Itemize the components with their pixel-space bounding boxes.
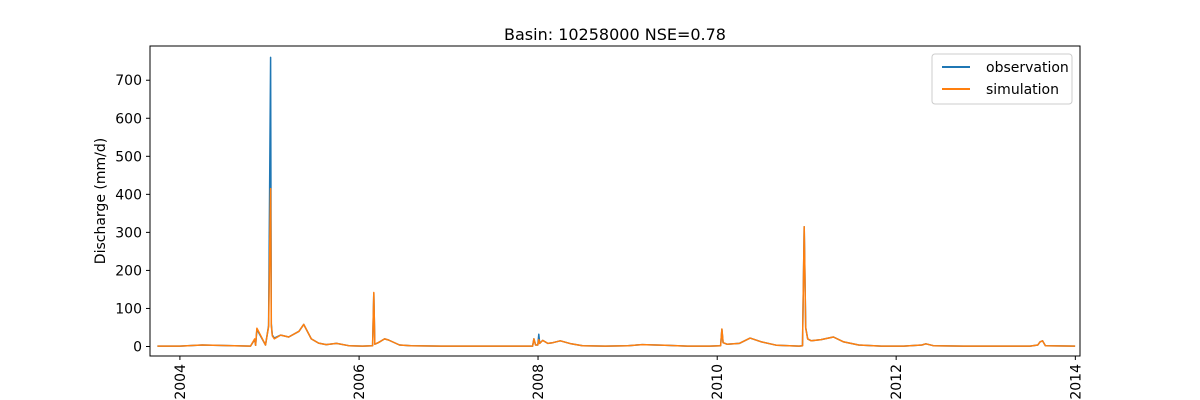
y-tick-label: 400 <box>115 187 142 203</box>
x-tick-label: 2014 <box>1068 364 1084 400</box>
series-line-simulation <box>157 187 1076 347</box>
legend: observation simulation <box>931 53 1073 105</box>
y-tick-label: 500 <box>115 149 142 165</box>
y-tick-label: 200 <box>115 263 142 279</box>
plot-area <box>157 56 1076 347</box>
y-tick-label: 0 <box>133 339 142 355</box>
y-tick-label: 300 <box>115 225 142 241</box>
x-tick-label: 2010 <box>710 364 726 400</box>
x-tick-label: 2008 <box>531 364 547 400</box>
plot-frame <box>149 45 1081 357</box>
x-tick-label: 2012 <box>889 364 905 400</box>
legend-label-observation: observation <box>986 60 1069 76</box>
y-axis-label: Discharge (mm/d) <box>93 138 109 264</box>
x-tick-label: 2004 <box>173 364 189 400</box>
x-axis: 2004 2006 2008 2010 2012 2014 <box>173 356 1084 400</box>
y-tick-label: 100 <box>115 301 142 317</box>
y-tick-label: 700 <box>115 73 142 89</box>
y-tick-label: 600 <box>115 111 142 127</box>
x-tick-label: 2006 <box>352 364 368 400</box>
chart-title: Basin: 10258000 NSE=0.78 <box>504 25 726 44</box>
y-axis: 0 100 200 300 400 500 600 700 <box>115 73 150 355</box>
legend-label-simulation: simulation <box>986 82 1059 98</box>
